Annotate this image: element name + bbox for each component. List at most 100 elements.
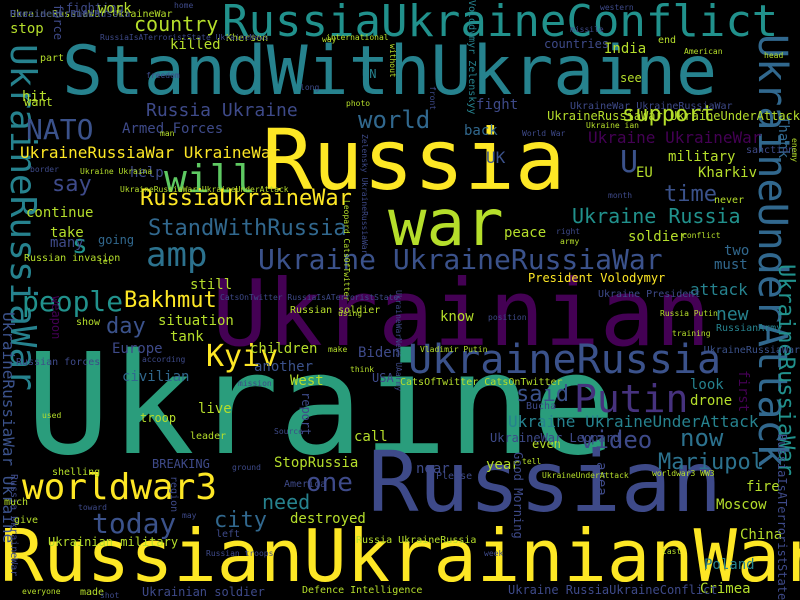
word-may: may	[182, 511, 197, 520]
word-poland: Poland	[704, 557, 755, 573]
word-shelling: shelling	[52, 467, 101, 478]
word-american: American	[684, 47, 723, 56]
word-ukrainerussiawar: UkraineRussiaWar	[703, 345, 800, 356]
word-eu: EU	[636, 165, 653, 181]
word-stoprussia: StopRussia	[274, 455, 359, 471]
word-president-putin: President Putin	[10, 9, 101, 20]
word-kyiv: Kyiv	[206, 339, 279, 374]
word-armed-forces: Armed Forces	[122, 121, 224, 137]
word-week: week	[484, 549, 504, 558]
word-continue: continue	[26, 205, 94, 221]
word-russia-ukrainerussia: Russia UkraineRussia	[356, 535, 477, 546]
word-freedom: freedom	[146, 71, 180, 80]
word-now: now	[680, 424, 724, 452]
word-ukraine-ukraineunderattack: Ukraine UkraineUnderAttack	[508, 412, 759, 431]
word-fire: fire	[746, 479, 780, 495]
word-ukrainian: Ukrainian	[212, 260, 711, 367]
word-worldwar3: worldwar3	[22, 467, 218, 508]
word-russianukrainianwar: RussianUkrainianWar	[0, 514, 800, 598]
word-going: going	[98, 233, 135, 247]
word-ukrainewar-leopard: UkraineWar Leopard	[490, 431, 621, 445]
word-near: near	[416, 461, 450, 477]
word-year: year	[486, 457, 520, 473]
word-leopard-catsoftwitter: Leopard CatsOfTwitter	[342, 200, 351, 302]
word-city: city	[214, 508, 267, 533]
word-europe: Europe	[112, 341, 163, 357]
word-left: left	[216, 529, 241, 540]
word-using: using	[338, 309, 363, 318]
word-will: will	[164, 157, 256, 201]
word-look: look	[690, 377, 724, 393]
word-photo: photo	[346, 99, 371, 108]
word-attack: attack	[690, 280, 748, 299]
word-bucha: Bucha	[526, 401, 557, 412]
word-today: today	[92, 507, 177, 540]
word-made: made	[80, 587, 105, 598]
word-border: border	[30, 165, 59, 174]
word-catsontwitter-russiaisaterroriststate: CatsOnTwitter RussiaIsATerroristState	[220, 293, 399, 302]
word-ukrainewar-ukrainerussiawar: UkraineWar UkraineRussiaWar	[570, 101, 733, 112]
word-russiaisaterroriststate-ukrainenews: RussiaIsATerroristState UkraineNews	[100, 33, 269, 42]
word-ukraine-russiaukraineconflict: Ukraine RussiaUkraineConflict	[508, 583, 718, 597]
word-kharkiv: Kharkiv	[698, 165, 758, 181]
word-china: China	[740, 527, 783, 543]
word-ukraine-president: Ukraine President	[598, 289, 701, 300]
word-russia-ukrainerussia: Russia UkraineRussia	[10, 9, 131, 20]
word-conflict: conflict	[682, 231, 721, 240]
word-right: right	[556, 227, 581, 236]
word-much: much	[4, 497, 29, 508]
word-breaking: BREAKING	[152, 457, 210, 471]
word-front: front	[428, 86, 437, 111]
word-children: children	[250, 341, 318, 357]
word-day: day	[106, 314, 146, 339]
word-used: used	[42, 411, 62, 420]
word-situation: situation	[158, 313, 234, 329]
word-russian-soldier: Russian soldier	[290, 305, 381, 316]
word-shot: shot	[100, 591, 120, 600]
word-fighting: fighting	[66, 1, 124, 15]
word-ukraineunderattack: UkraineUnderAttack	[542, 471, 629, 480]
word-army: army	[560, 237, 580, 246]
word-home: home	[174, 1, 194, 10]
word-international: international	[326, 33, 389, 42]
word-soldier: soldier	[628, 229, 688, 245]
word-russia-ukraine: Russia Ukraine	[146, 100, 298, 121]
word-peace: peace	[504, 225, 547, 241]
word-say: say	[52, 172, 92, 197]
word-ukrainian-soldier: Ukrainian soldier	[142, 585, 265, 599]
word-russian-invasion: Russian invasion	[24, 253, 121, 264]
word-two: two	[724, 243, 750, 259]
word-russiaukraineconflict: RussiaUkraineConflict	[222, 0, 779, 47]
word-killed: killed	[170, 37, 221, 53]
word-uk: UK	[486, 148, 506, 167]
word-new: new	[716, 304, 749, 325]
word-mariupol: Mariupol	[658, 450, 764, 475]
word-nato: NATO	[26, 113, 94, 146]
word-russiaisaterroriststate: RussiaIsATerroristState	[775, 433, 789, 600]
word-enemy: enemy	[790, 138, 799, 163]
word-india: India	[604, 41, 647, 57]
word-ground: ground	[232, 463, 261, 472]
word-worldwar3-ww3: worldwar3 WW3	[652, 469, 715, 478]
word-without: without	[388, 44, 397, 78]
word-last: last	[662, 547, 682, 556]
word-bakhmut: Bakhmut	[124, 288, 217, 313]
word-ukraine-ukrainerussiawar: Ukraine UkraineRussiaWar	[258, 243, 663, 276]
word-stop: stop	[10, 21, 44, 37]
word-destroyed: destroyed	[290, 511, 366, 527]
word-country: country	[134, 12, 219, 36]
word-make: make	[328, 345, 348, 354]
word-troop: troop	[140, 411, 177, 425]
word-ukrainerussia: UkraineRussia	[408, 337, 722, 383]
word-ukraine-ian: Ukraine ian	[586, 121, 639, 130]
word-ukrainerussiawar-ukrainewar: UkraineRussiaWar UkraineWar	[20, 143, 281, 162]
word-missile: missile	[570, 25, 604, 34]
word-catsoftwitter-catsontwitter: CatsOfTwitter CatsOnTwitter	[400, 377, 563, 388]
word-defence-intelligence: Defence Intelligence	[302, 585, 423, 596]
word-kherson: Kherson	[226, 33, 269, 44]
word-another: another	[254, 359, 314, 375]
word-back: back	[464, 123, 498, 139]
word-first: first	[735, 370, 751, 413]
word-russia-putin: Russia Putin	[660, 309, 718, 318]
